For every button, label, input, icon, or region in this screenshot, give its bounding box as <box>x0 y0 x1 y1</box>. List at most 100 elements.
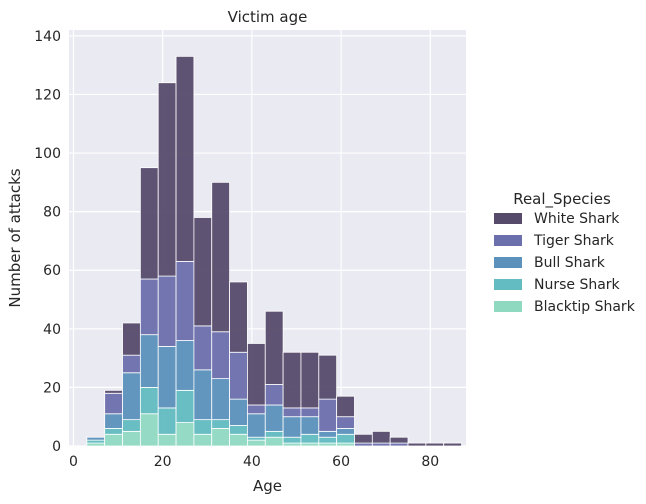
bar-segment <box>122 322 141 356</box>
bar-segment <box>104 428 123 435</box>
bar-segment <box>86 436 106 441</box>
bar-segment <box>300 407 320 418</box>
x-axis-label: Age <box>253 477 282 495</box>
y-tick-labels: 0 20 40 60 80 100 120 140 <box>34 29 61 455</box>
bar-segment <box>211 419 230 429</box>
bar-segment <box>139 278 159 336</box>
bar-segment <box>139 387 159 415</box>
bar-segment <box>264 310 284 385</box>
bar-segment <box>371 442 391 447</box>
bar-segment <box>211 378 230 421</box>
y-tick-label: 20 <box>43 380 61 396</box>
x-tick-label: 0 <box>69 454 78 470</box>
y-tick-label: 60 <box>43 263 61 279</box>
bar-segment <box>247 439 266 447</box>
bar-segment <box>229 425 248 435</box>
bar-segment <box>139 334 159 388</box>
bar-segment <box>211 181 230 333</box>
bar-segment <box>300 442 320 447</box>
bar-segment <box>157 433 177 447</box>
bar-segment <box>282 407 302 418</box>
bar-segment <box>211 331 230 380</box>
bar-segment <box>300 351 320 409</box>
x-tick-label: 40 <box>243 454 261 470</box>
bar-segment <box>354 433 373 444</box>
bar-segment <box>264 384 284 406</box>
bar-segment <box>229 398 248 426</box>
legend-swatch <box>494 235 522 246</box>
bar-segment <box>282 351 302 409</box>
bar-segment <box>157 407 177 435</box>
bar-segment <box>247 413 266 438</box>
bar-segment <box>211 428 230 447</box>
bar-segment <box>354 442 373 447</box>
legend-label: Bull Shark <box>534 255 606 271</box>
bar-segment <box>318 354 338 400</box>
bar-segment <box>336 442 355 447</box>
bar-segment <box>157 82 177 277</box>
legend-swatch <box>494 301 522 312</box>
bar-segment <box>122 419 141 432</box>
bar-segment <box>336 416 355 429</box>
bar-segment <box>175 389 195 423</box>
bar-segment <box>425 442 445 447</box>
bar-segment <box>336 428 355 435</box>
y-tick-label: 120 <box>34 87 61 103</box>
bar-segment <box>247 404 266 415</box>
bar-segment <box>229 281 248 353</box>
bar-segment <box>104 389 123 394</box>
bars <box>86 55 462 447</box>
legend-label: Nurse Shark <box>534 277 621 293</box>
bar-segment <box>264 404 284 432</box>
bar-segment <box>193 369 213 421</box>
bar-segment <box>371 430 391 444</box>
bar-segment <box>336 395 355 418</box>
bar-segment <box>157 275 177 347</box>
bar-segment <box>122 372 141 421</box>
bar-segment <box>264 430 284 438</box>
bar-segment <box>86 439 106 444</box>
bar-segment <box>229 433 248 447</box>
legend-swatch <box>494 279 522 290</box>
bar-segment <box>264 436 284 447</box>
legend-swatch <box>494 257 522 268</box>
bar-segment <box>104 392 123 415</box>
bar-segment <box>318 442 338 447</box>
legend-label: Tiger Shark <box>533 233 615 249</box>
bar-segment <box>247 436 266 441</box>
y-tick-label: 140 <box>34 29 61 45</box>
bar-segment <box>318 436 338 444</box>
bar-segment <box>282 436 302 444</box>
bar-segment <box>336 433 355 444</box>
bar-segment <box>282 416 302 438</box>
bar-segment <box>139 167 159 280</box>
bar-segment <box>175 55 195 262</box>
legend: Real_Species White Shark Tiger Shark Bull … <box>494 190 636 315</box>
x-tick-label: 60 <box>332 454 350 470</box>
chart-title: Victim age <box>228 8 308 26</box>
bar-segment <box>389 436 409 444</box>
bar-segment <box>318 398 338 432</box>
bar-segment <box>122 430 141 447</box>
x-tick-label: 80 <box>421 454 439 470</box>
y-tick-label: 80 <box>43 205 61 221</box>
bar-segment <box>247 343 266 406</box>
bar-segment <box>104 433 123 447</box>
y-axis-label: Number of attacks <box>6 168 24 307</box>
bar-segment <box>157 345 177 409</box>
bar-segment <box>193 433 213 447</box>
bar-segment <box>300 433 320 444</box>
bar-segment <box>122 354 141 374</box>
x-tick-labels: 0 20 40 60 80 <box>69 454 439 470</box>
bar-segment <box>229 351 248 400</box>
bar-segment <box>175 340 195 391</box>
y-tick-label: 0 <box>52 439 61 455</box>
bar-segment <box>193 325 213 371</box>
legend-title: Real_Species <box>513 190 611 209</box>
bar-segment <box>139 413 159 447</box>
bar-segment <box>407 442 427 447</box>
legend-swatch <box>494 213 522 224</box>
bar-segment <box>86 442 106 447</box>
bar-segment <box>443 442 462 447</box>
